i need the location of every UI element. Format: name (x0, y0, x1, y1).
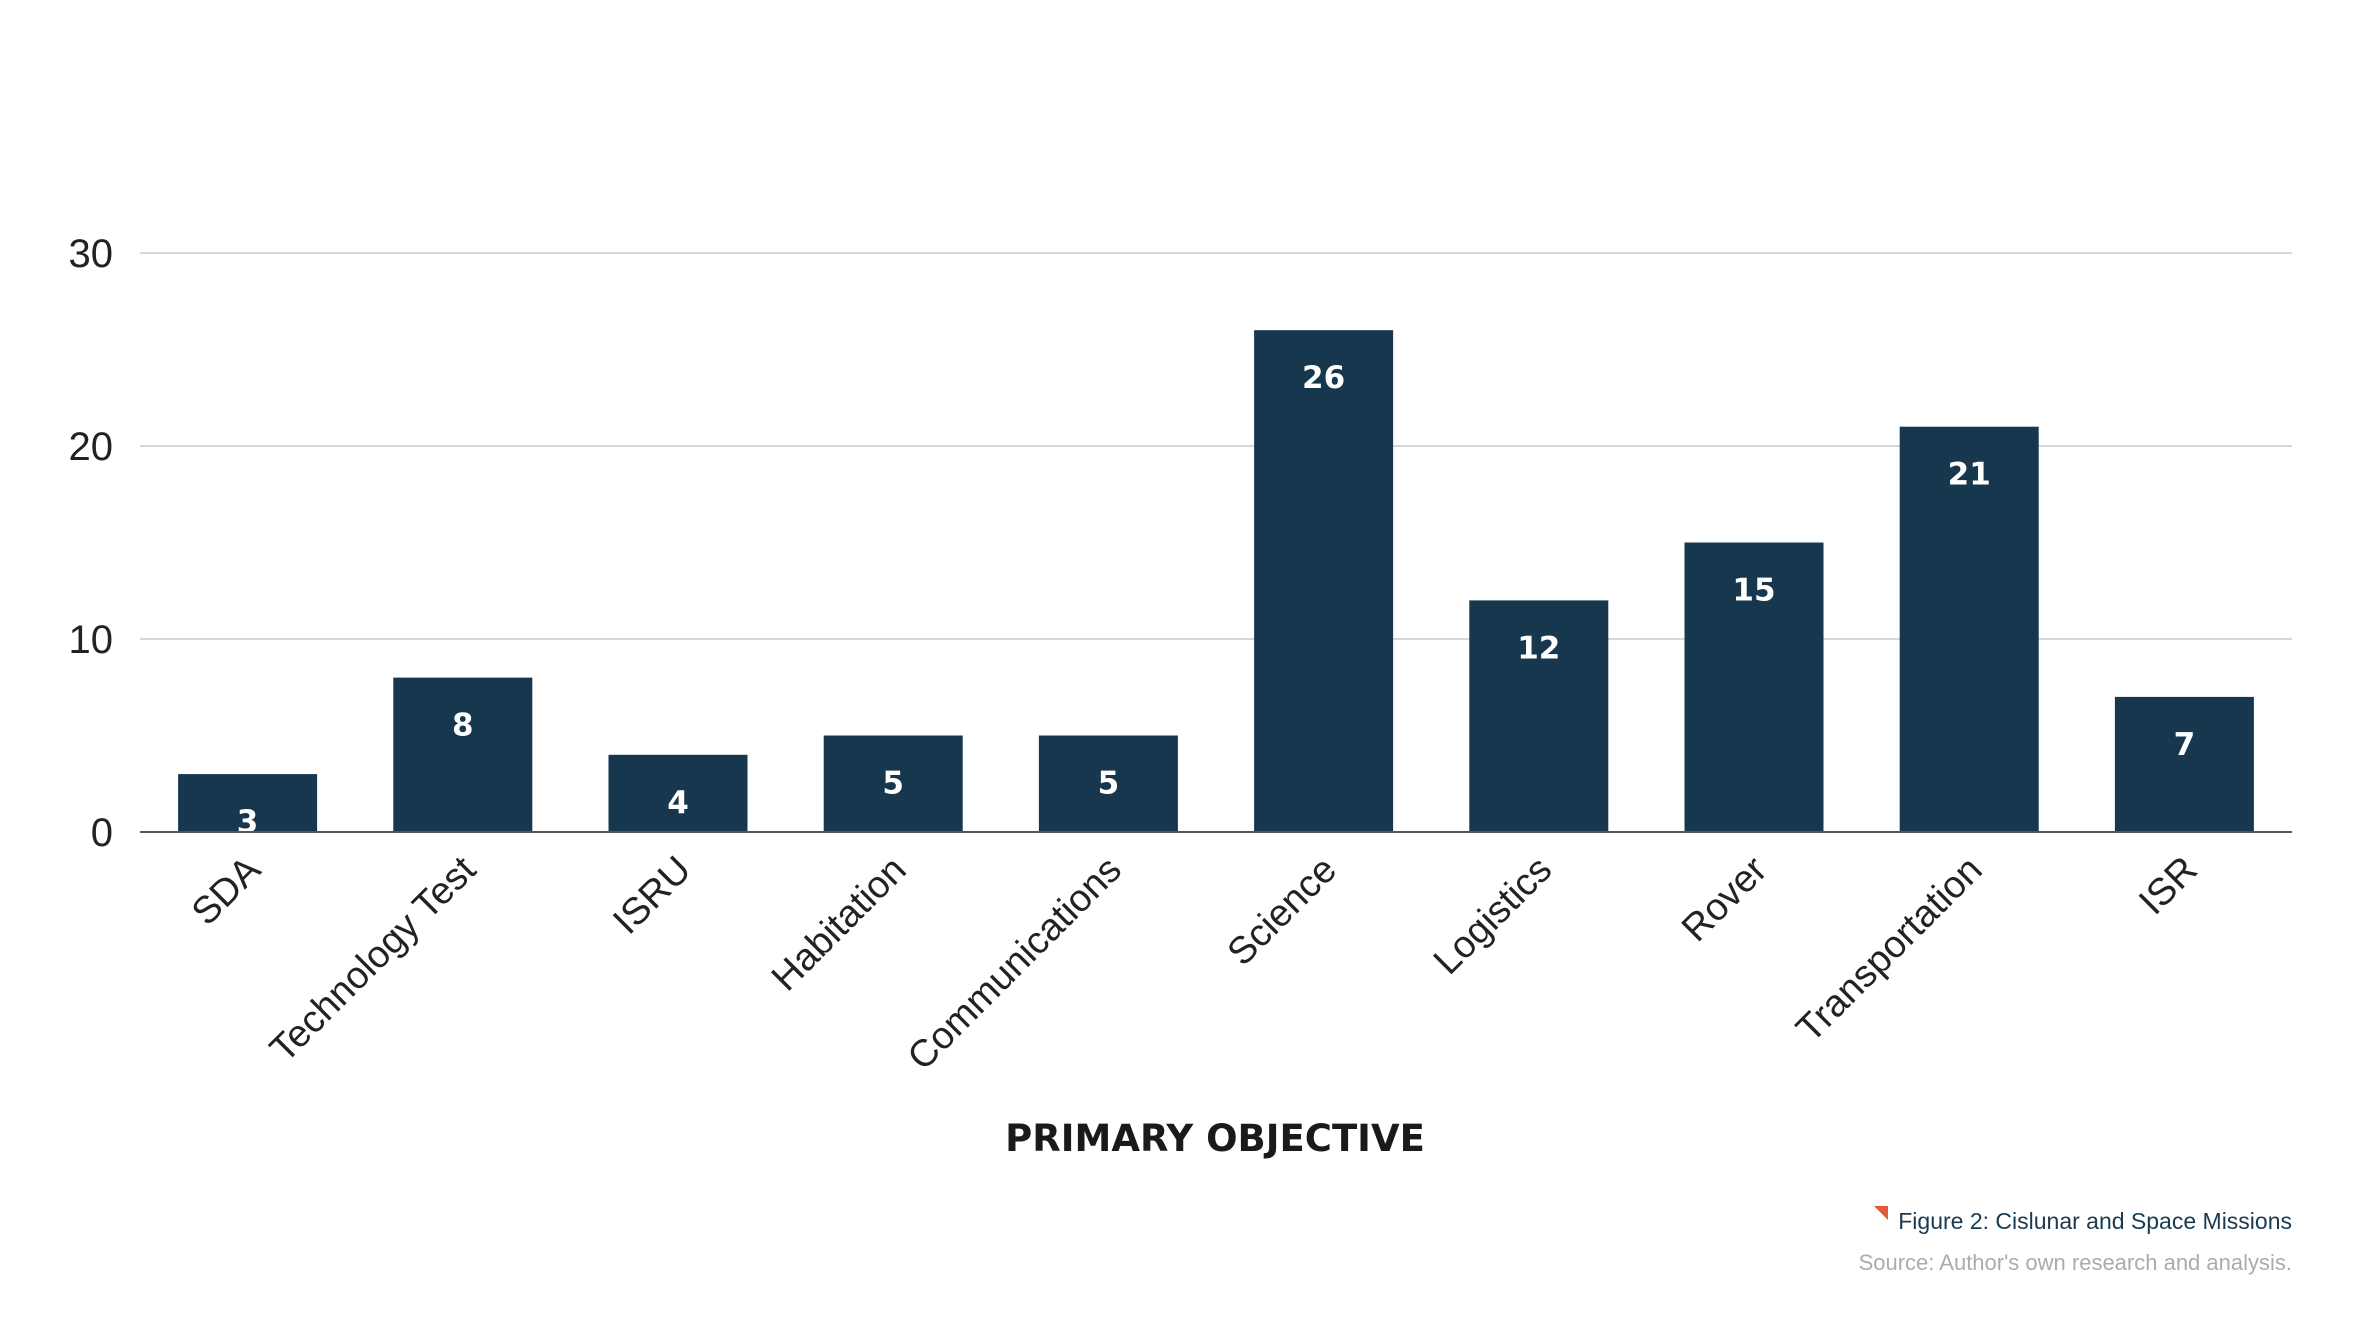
y-axis-ticks: 0 10 20 30 (69, 232, 114, 855)
bar (1254, 330, 1394, 832)
x-tick-label: Technology Test (262, 848, 484, 1070)
data-label: 21 (1948, 457, 1991, 493)
y-tick-label: 0 (91, 811, 113, 855)
bar (2114, 696, 2254, 832)
figure-caption-text: Figure 2: Cislunar and Space Missions (1898, 1208, 2292, 1234)
data-label: 12 (1517, 630, 1560, 666)
y-tick-label: 20 (69, 425, 114, 469)
data-label: 15 (1732, 573, 1775, 609)
data-label: 4 (667, 785, 689, 821)
x-axis-title: PRIMARY OBJECTIVE (1005, 1117, 1425, 1160)
bar (1684, 542, 1824, 832)
x-tick-label: SDA (184, 848, 269, 933)
data-label: 5 (882, 766, 904, 802)
bar (823, 735, 963, 832)
data-labels: 3 8 4 5 5 26 12 15 21 7 (237, 360, 2195, 840)
data-label: 8 (452, 708, 474, 744)
bar (393, 677, 533, 832)
source-note: Source: Author's own research and analys… (1858, 1250, 2292, 1275)
bars (178, 330, 2254, 832)
y-tick-label: 30 (69, 232, 114, 276)
x-tick-label: Rover (1674, 848, 1776, 950)
bar (1899, 426, 2039, 832)
x-tick-label: ISRU (605, 849, 699, 943)
data-label: 26 (1302, 360, 1345, 396)
x-tick-label: Science (1220, 849, 1345, 974)
x-tick-label: ISR (2131, 849, 2206, 924)
x-tick-label: Logistics (1426, 849, 1560, 983)
y-tick-label: 10 (69, 618, 114, 662)
x-tick-label: Communications (900, 849, 1130, 1079)
data-label: 3 (237, 804, 259, 840)
data-label: 5 (1098, 766, 1120, 802)
bar (608, 754, 748, 832)
caption-flag-icon (1874, 1206, 1889, 1220)
x-tick-label: Transportation (1789, 849, 1991, 1051)
bar (178, 774, 318, 832)
bar (1469, 600, 1609, 832)
figure-caption: Figure 2: Cislunar and Space Missions (1874, 1206, 2292, 1235)
x-tick-label: Habitation (764, 849, 915, 1000)
bar (1038, 735, 1178, 832)
data-label: 7 (2174, 727, 2196, 763)
